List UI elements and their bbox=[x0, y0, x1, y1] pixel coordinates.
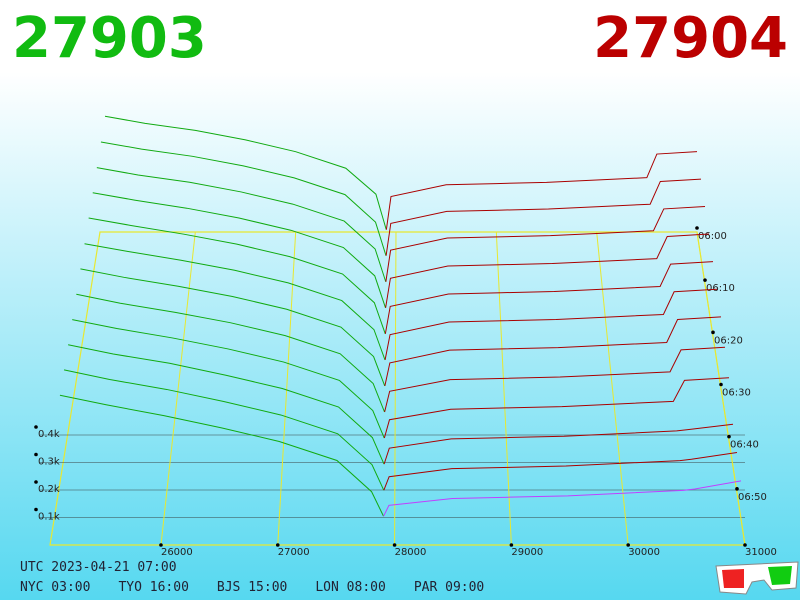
ask-depth-line bbox=[385, 233, 710, 308]
depth-tick-label: 0.3k bbox=[38, 457, 60, 468]
time-tick bbox=[711, 330, 715, 335]
depth-tick-label: 0.4k bbox=[38, 429, 60, 440]
depth-tick bbox=[34, 480, 38, 484]
city-time: NYC 03:00 bbox=[20, 580, 91, 595]
depth-tick-label: 0.2k bbox=[38, 484, 60, 495]
time-tick bbox=[695, 226, 699, 230]
depth-tick bbox=[34, 452, 38, 457]
ask-depth-line bbox=[385, 178, 702, 256]
price-tick-label: 31000 bbox=[745, 547, 777, 558]
ask-depth-line bbox=[384, 261, 714, 334]
depth-tick-label: 0.1k bbox=[38, 512, 60, 523]
bid-price: 27903 bbox=[12, 6, 207, 71]
price-tick bbox=[509, 543, 514, 547]
bid-depth-line bbox=[72, 319, 385, 439]
price-tick-label: 26000 bbox=[161, 547, 193, 558]
ask-depth-line bbox=[384, 288, 718, 360]
price-grid-line bbox=[394, 231, 397, 546]
city-time: TYO 16:00 bbox=[118, 580, 189, 595]
price-grid-line bbox=[495, 231, 512, 546]
bid-depth-line bbox=[100, 141, 387, 256]
bid-depth-line bbox=[104, 115, 387, 230]
bid-depth-line bbox=[76, 293, 385, 413]
price-grid-line bbox=[160, 231, 196, 546]
price-tick bbox=[743, 543, 747, 547]
time-tick-label: 06:40 bbox=[730, 440, 759, 451]
time-tick-label: 06:30 bbox=[722, 388, 751, 399]
city-time: LON 08:00 bbox=[315, 580, 386, 595]
time-tick bbox=[727, 434, 731, 439]
bid-depth-line bbox=[96, 167, 387, 282]
time-tick-label: 06:20 bbox=[714, 335, 743, 346]
city-time: BJS 15:00 bbox=[216, 580, 288, 595]
floor-outline bbox=[49, 231, 746, 546]
price-tick bbox=[275, 543, 280, 547]
bid-depth-line bbox=[92, 192, 386, 308]
ask-depth-line bbox=[385, 206, 706, 282]
price-tick-label: 29000 bbox=[511, 547, 543, 558]
ask-depth-line bbox=[384, 316, 722, 387]
bid-depth-line bbox=[68, 344, 385, 465]
bid-depth-line bbox=[63, 369, 385, 491]
city-time: PAR 09:00 bbox=[413, 580, 485, 595]
city-times: NYC 03:00 TYO 16:00 BJS 15:00 LON 08:00 PAR … bbox=[20, 580, 484, 595]
time-tick bbox=[719, 382, 723, 387]
price-tick-label: 30000 bbox=[628, 547, 660, 558]
price-tick bbox=[626, 543, 630, 547]
time-tick bbox=[735, 487, 739, 491]
ask-depth-line bbox=[383, 377, 730, 439]
price-grid-line bbox=[596, 231, 629, 546]
time-tick-label: 06:10 bbox=[706, 283, 735, 294]
3d-glasses-icon bbox=[715, 561, 799, 595]
time-tick-label: 06:00 bbox=[698, 231, 727, 242]
price-tick bbox=[392, 543, 397, 547]
bid-depth-line bbox=[59, 394, 384, 517]
ask-depth-line bbox=[384, 346, 726, 413]
bid-depth-line bbox=[88, 217, 386, 335]
ask-depth-line bbox=[383, 423, 734, 465]
depth-tick bbox=[34, 425, 38, 429]
ask-depth-line bbox=[383, 452, 738, 491]
price-grid-line bbox=[696, 231, 746, 546]
time-tick-label: 06:50 bbox=[738, 492, 767, 503]
depth-tick bbox=[34, 507, 38, 512]
bid-depth-line bbox=[84, 243, 386, 361]
ask-price: 27904 bbox=[593, 6, 788, 71]
ask-depth-line bbox=[385, 151, 698, 230]
utc-time: UTC 2023-04-21 07:00 bbox=[20, 560, 177, 575]
time-tick bbox=[703, 278, 707, 282]
ask-depth-line bbox=[383, 480, 742, 517]
price-tick-label: 27000 bbox=[278, 547, 310, 558]
price-tick bbox=[159, 543, 163, 547]
price-tick-label: 28000 bbox=[395, 547, 427, 558]
bid-depth-line bbox=[80, 268, 386, 387]
